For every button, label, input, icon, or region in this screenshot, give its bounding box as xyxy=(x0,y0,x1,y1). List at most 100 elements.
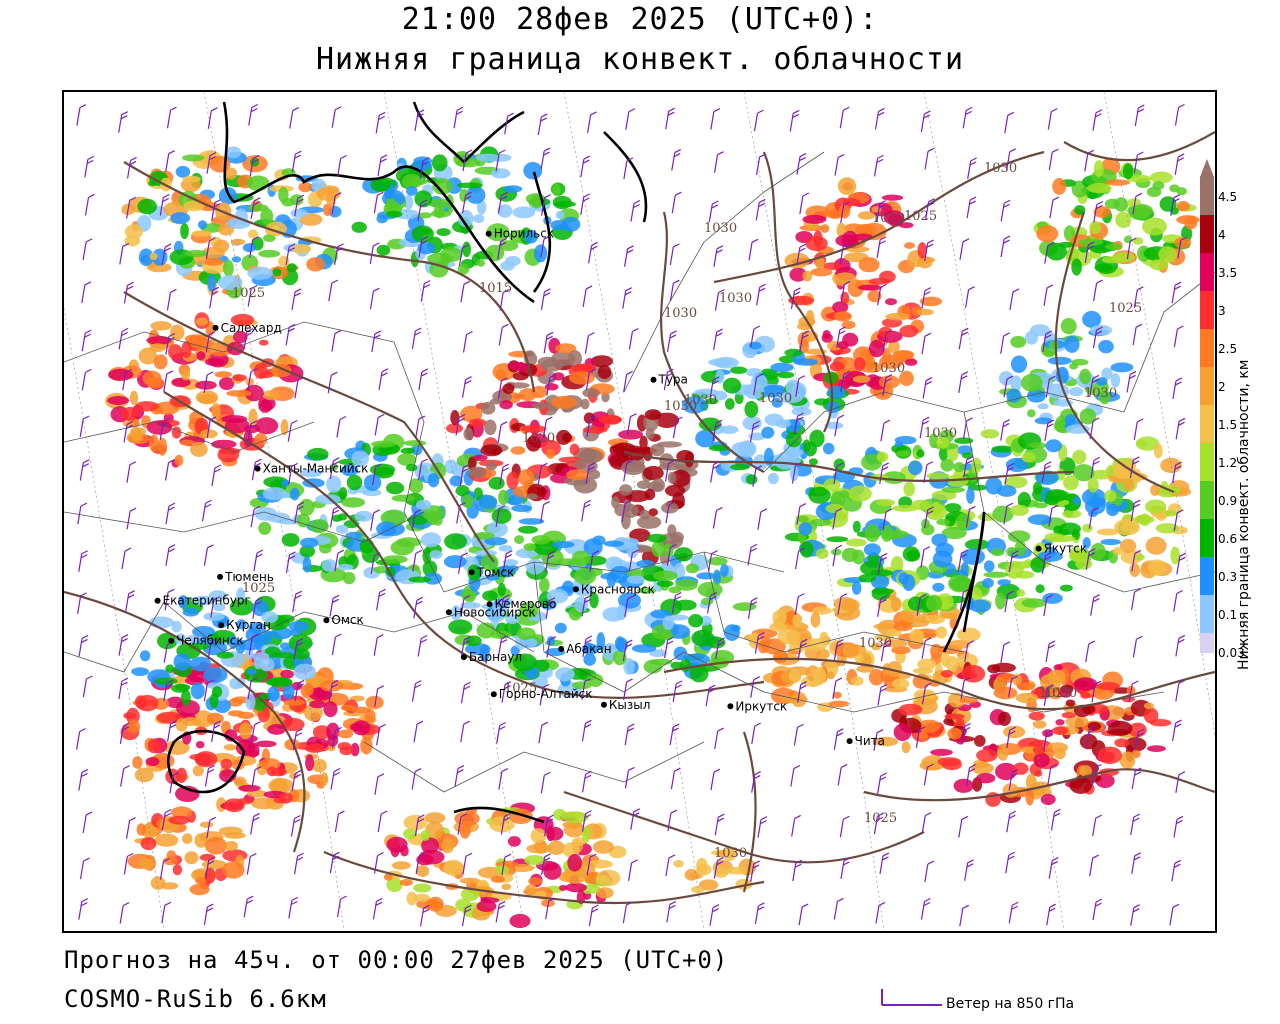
cloud-cell xyxy=(810,267,833,277)
city-marker[interactable]: Челябинск xyxy=(168,634,244,648)
cloud-cell xyxy=(532,402,550,410)
cloud-cell xyxy=(444,533,468,550)
cloud-cell xyxy=(219,377,235,390)
cloud-cell xyxy=(616,605,627,621)
map-canvas[interactable]: 1030102010251030103010301030102010301030… xyxy=(64,92,1215,931)
wind-barb xyxy=(581,770,592,793)
cloud-cell xyxy=(870,569,893,577)
cloud-cell xyxy=(696,863,712,876)
cloud-cell xyxy=(433,204,446,219)
cloud-cell xyxy=(647,533,667,543)
cloud-cell xyxy=(145,757,160,767)
city-dot-icon xyxy=(558,646,565,652)
cloud-cell xyxy=(403,440,427,447)
cloud-cell xyxy=(189,753,210,761)
city-marker[interactable]: Якутск xyxy=(1035,542,1088,556)
wind-barb xyxy=(462,330,473,353)
coastline xyxy=(603,131,648,223)
cloud-cell xyxy=(1054,747,1066,760)
wind-barb xyxy=(415,415,426,438)
cloud-cell xyxy=(204,257,224,266)
cloud-cell xyxy=(659,453,675,469)
isobar-label: 1025 xyxy=(904,209,937,224)
city-label: Салехард xyxy=(221,321,282,335)
cloud-cell xyxy=(352,720,371,736)
city-marker[interactable]: Ханты-Мансийск xyxy=(254,462,369,476)
city-marker[interactable]: Абакан xyxy=(558,642,612,656)
cloud-cell xyxy=(441,838,455,854)
isobar-line xyxy=(1063,131,1215,162)
city-marker[interactable]: Норильск xyxy=(485,227,554,241)
cloud-cell xyxy=(871,588,894,595)
cloud-cell xyxy=(138,248,154,267)
city-marker[interactable]: Кемерово xyxy=(486,597,557,611)
wind-barb xyxy=(126,507,137,530)
cloud-cell xyxy=(612,649,627,666)
city-marker[interactable]: Иркутск xyxy=(727,699,787,713)
wind-barb xyxy=(211,464,222,487)
wind-barb xyxy=(581,719,592,742)
cloud-cell xyxy=(673,860,684,868)
wind-barb xyxy=(454,765,465,787)
cloud-cell xyxy=(400,447,415,454)
map-panel[interactable]: 1030 1020 1025 1030 1030 1030 1030 1020 1030 1030… xyxy=(62,90,1217,933)
city-marker[interactable]: Чита xyxy=(846,734,885,748)
cloud-cell xyxy=(1114,738,1130,748)
cloud-cell xyxy=(648,508,658,517)
cloud-cell xyxy=(123,712,137,720)
city-marker[interactable]: Тюмень xyxy=(217,570,274,584)
cloud-cell xyxy=(767,472,779,485)
city-marker[interactable]: Красноярск xyxy=(572,582,655,596)
cloud-cell xyxy=(697,581,723,598)
cloud-cell xyxy=(139,650,151,662)
cloud-cell xyxy=(202,640,227,656)
city-marker[interactable]: Барнаул xyxy=(460,650,522,664)
wind-barb xyxy=(201,499,212,522)
cloud-cell xyxy=(304,743,325,753)
cloud-cell xyxy=(1105,243,1123,250)
cloud-cell xyxy=(290,208,308,218)
cloud-cell xyxy=(151,248,168,266)
city-marker[interactable]: Екатеринбург xyxy=(154,594,251,608)
cloud-cell xyxy=(181,717,202,727)
legend-tick-label: 0.3 xyxy=(1218,570,1238,584)
city-marker[interactable]: Кызыл xyxy=(600,698,651,712)
cloud-cell xyxy=(223,259,234,277)
cloud-cell xyxy=(1012,762,1029,775)
cloud-cell xyxy=(636,480,651,490)
city-marker[interactable]: Горно-Алтайск xyxy=(490,687,593,701)
cloud-cell xyxy=(770,362,794,372)
wind-barb xyxy=(413,720,424,743)
cloud-cell xyxy=(826,536,849,543)
cloud-cell xyxy=(603,540,624,547)
wind-barb xyxy=(834,154,845,176)
cloud-cell xyxy=(443,859,464,876)
cloud-cell xyxy=(991,662,1016,673)
city-marker[interactable]: Омск xyxy=(323,613,364,627)
city-label: Чита xyxy=(855,734,885,748)
wind-barb xyxy=(125,817,136,839)
wind-barb xyxy=(417,634,428,657)
cloud-cell xyxy=(912,667,934,675)
wind-barb xyxy=(920,546,931,568)
city-marker[interactable]: Курган xyxy=(218,618,271,632)
cloud-cell xyxy=(340,704,355,711)
wind-barb xyxy=(1173,589,1184,612)
cloud-cell xyxy=(904,358,918,366)
cloud-cell xyxy=(543,862,562,880)
cloud-cell xyxy=(292,243,312,254)
cloud-cell xyxy=(619,484,633,496)
cloud-cell xyxy=(346,474,363,491)
legend-swatch xyxy=(1200,367,1214,405)
city-marker[interactable]: Тура xyxy=(650,373,688,387)
city-marker[interactable]: Салехард xyxy=(212,321,282,335)
wind-barb xyxy=(671,149,682,171)
cloud-cell xyxy=(1064,414,1076,426)
wind-barb xyxy=(1131,588,1141,610)
wind-barb xyxy=(1173,815,1184,838)
wind-barb xyxy=(372,897,383,920)
cloud-cell xyxy=(220,758,233,770)
cloud-cell xyxy=(1143,707,1159,724)
wind-barb xyxy=(833,897,844,920)
wind-barb xyxy=(166,106,177,129)
